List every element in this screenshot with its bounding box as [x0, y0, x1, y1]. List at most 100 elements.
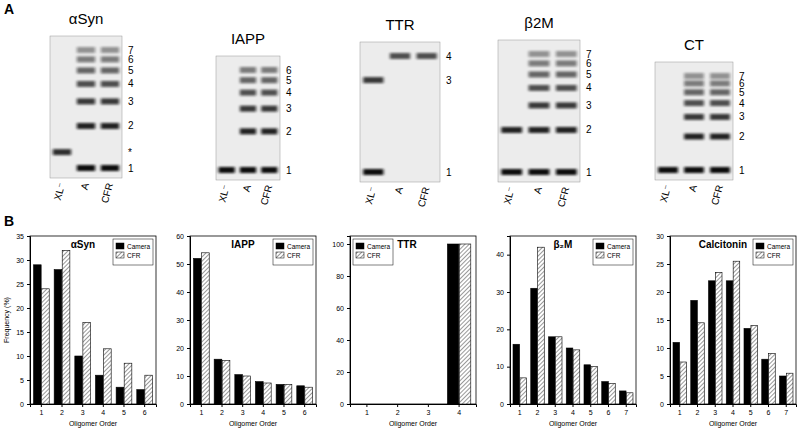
- gel-band: [529, 85, 550, 91]
- tick-mark: [187, 292, 190, 293]
- tick: 2: [60, 404, 64, 416]
- legend: CameraCFR: [273, 239, 313, 265]
- legend-swatch: [356, 243, 364, 249]
- bar: [264, 383, 272, 404]
- tick: 1: [518, 404, 522, 416]
- bars: [194, 253, 313, 404]
- band-label: 4: [286, 87, 292, 98]
- tick: 5: [282, 404, 286, 416]
- x-axis-title: Oligomer Order: [709, 420, 758, 428]
- tick-label: 7: [624, 409, 628, 416]
- x-axis-title: Oligomer Order: [69, 420, 118, 428]
- tick: 6: [143, 404, 147, 416]
- x-axis: 1234567: [671, 404, 797, 416]
- tick-mark: [27, 380, 30, 381]
- band-label: 2: [586, 124, 592, 135]
- figure: ABαSynXL⁻ACFR1*234567IAPPXL⁻ACFR123456TT…: [0, 0, 800, 434]
- tick-mark: [733, 404, 734, 407]
- axis-line: [671, 405, 797, 408]
- bar: [591, 367, 598, 404]
- tick-label: 60: [336, 305, 344, 312]
- tick-label: 4: [457, 409, 461, 416]
- gel-band: [710, 80, 730, 86]
- x-axis-title: Oligomer Order: [229, 420, 278, 428]
- gel-title: IAPP: [231, 30, 265, 47]
- axis-line: [191, 405, 317, 408]
- gel-band: [101, 123, 119, 129]
- tick: 1: [678, 404, 682, 416]
- band-label: 3: [286, 103, 292, 114]
- bar: [726, 281, 733, 404]
- panel-label: B: [4, 213, 14, 229]
- gel-band: [501, 127, 522, 133]
- gel-band: [556, 51, 577, 57]
- gel-band: [684, 167, 704, 173]
- gel-band: [53, 149, 71, 155]
- y-axis: 05101520253035: [16, 233, 30, 408]
- bar: [255, 382, 263, 404]
- tick-label: 6: [143, 409, 147, 416]
- tick-label: 30: [176, 317, 184, 324]
- chart-title: αSyn: [71, 239, 96, 250]
- gel-band: [556, 169, 577, 175]
- tick-mark: [187, 264, 190, 265]
- bar-hatch: [202, 253, 210, 404]
- bar: [555, 337, 562, 404]
- band-label: 5: [128, 65, 134, 76]
- tick-label: 40: [336, 337, 344, 344]
- bar: [549, 337, 556, 404]
- legend-swatch: [276, 243, 284, 249]
- tick-mark: [507, 367, 510, 368]
- tick-mark: [263, 404, 264, 407]
- bar: [513, 344, 520, 404]
- tick-mark: [667, 376, 670, 377]
- bar: [83, 322, 91, 404]
- bar: [619, 391, 626, 404]
- tick-mark: [428, 404, 429, 407]
- tick-label: 10: [16, 353, 24, 360]
- tick-label: 4: [731, 409, 735, 416]
- chart-title: β₂M: [553, 239, 572, 250]
- band-label: 3: [739, 111, 745, 122]
- gel-band: [684, 89, 704, 95]
- gel-band: [710, 73, 730, 79]
- lane-label: XL⁻: [658, 184, 673, 204]
- gel-band: [710, 134, 730, 140]
- bar: [769, 354, 776, 404]
- band-label: 5: [586, 69, 592, 80]
- tick: 40: [336, 337, 350, 344]
- tick-label: 20: [496, 326, 504, 333]
- tick: 1: [365, 404, 369, 416]
- bar: [751, 326, 758, 404]
- gel-band: [363, 77, 383, 83]
- gel-band: [261, 106, 277, 112]
- band-label: 1: [586, 167, 592, 178]
- band-label: 3: [586, 100, 592, 111]
- tick-mark: [667, 320, 670, 321]
- tick-mark: [667, 292, 670, 293]
- tick-label: 4: [571, 409, 575, 416]
- gel-title: CT: [684, 36, 704, 53]
- bar: [104, 349, 112, 404]
- bar-hatch: [305, 387, 313, 404]
- lane-label: CFR: [258, 184, 274, 207]
- axis-line: [667, 237, 671, 405]
- lane-label: CFR: [99, 182, 115, 205]
- bar-hatch: [786, 373, 793, 404]
- bar-hatch: [429, 404, 440, 405]
- tick-mark: [347, 244, 350, 245]
- legend-swatch-hatch: [356, 252, 364, 258]
- band-label: 7: [128, 45, 134, 56]
- gel: CTXL⁻ACFR1234567: [655, 36, 745, 206]
- bar: [297, 386, 305, 404]
- bar: [673, 342, 680, 404]
- bar-hatch: [62, 250, 70, 404]
- tick-label: 15: [16, 329, 24, 336]
- tick-mark: [103, 404, 104, 407]
- legend-label: CFR: [127, 252, 141, 259]
- x-axis: 1234567: [511, 404, 637, 416]
- tick: 20: [16, 305, 30, 312]
- chart-title: IAPP: [231, 239, 255, 250]
- legend-swatch-hatch: [116, 252, 124, 258]
- tick-label: 15: [656, 317, 664, 324]
